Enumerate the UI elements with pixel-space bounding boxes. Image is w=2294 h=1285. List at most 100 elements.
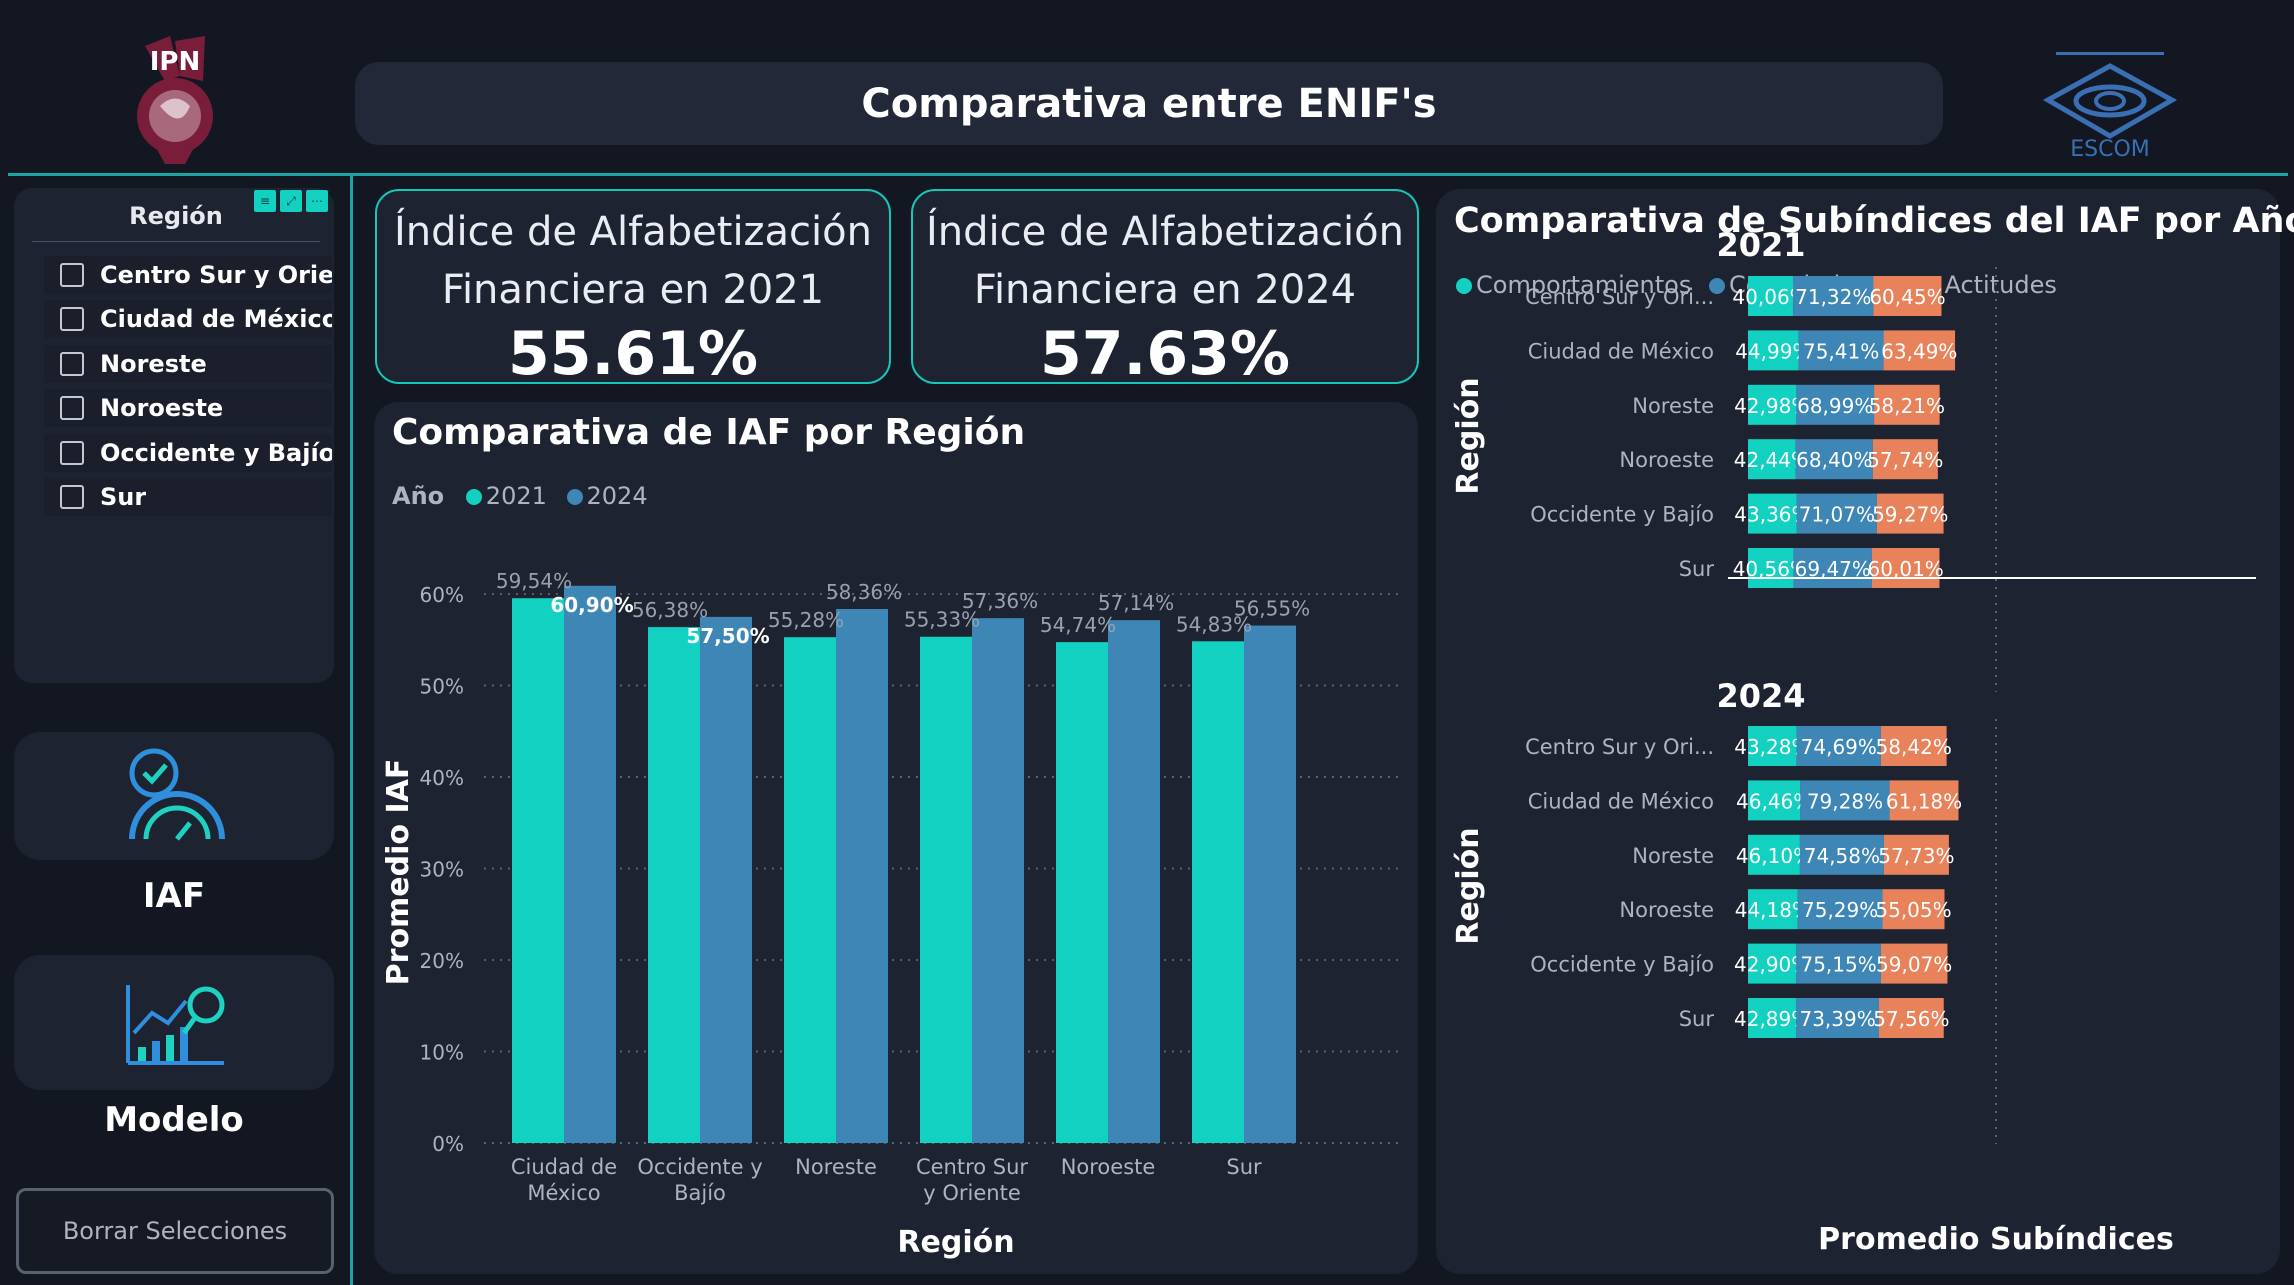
stack-segment-comportamientos[interactable] bbox=[1748, 998, 1797, 1038]
stack-segment-conocimientos[interactable] bbox=[1793, 276, 1874, 316]
checkbox[interactable] bbox=[60, 263, 84, 287]
stack-segment-comportamientos[interactable] bbox=[1748, 384, 1797, 425]
stack-segment-comportamientos[interactable] bbox=[1748, 548, 1794, 588]
ipn-logo-text: IPN bbox=[150, 47, 201, 77]
y-tick-label: Occidente y Bajío bbox=[1530, 503, 1714, 527]
panel-year-label: 2024 bbox=[1716, 677, 1805, 715]
slicer-item-label: Sur bbox=[100, 483, 147, 511]
slicer-item-cdmx[interactable]: Ciudad de México bbox=[44, 300, 332, 338]
subindex-chart-panel: Comparativa de Subíndices del IAF por Añ… bbox=[1436, 189, 2294, 1274]
y-tick-label: Occidente y Bajío bbox=[1530, 953, 1714, 977]
escom-logo: ESCOM bbox=[2036, 44, 2184, 162]
bar-2024[interactable] bbox=[836, 609, 888, 1143]
stack-segment-conocimientos[interactable] bbox=[1796, 384, 1875, 425]
stack-segment-actitudes[interactable] bbox=[1871, 548, 1940, 588]
legend-dot bbox=[1708, 278, 1725, 294]
slicer-item-occidente[interactable]: Occidente y Bajío bbox=[44, 434, 332, 472]
stack-segment-conocimientos[interactable] bbox=[1799, 834, 1884, 875]
stack-segment-conocimientos[interactable] bbox=[1796, 726, 1881, 766]
nav-iaf-button[interactable] bbox=[14, 732, 334, 860]
stack-segment-actitudes[interactable] bbox=[1874, 384, 1940, 425]
stack-segment-comportamientos[interactable] bbox=[1748, 439, 1796, 480]
nav-iaf-label: IAF bbox=[142, 876, 206, 916]
stack-segment-conocimientos[interactable] bbox=[1796, 998, 1879, 1038]
region-slicer[interactable]: ≡ ⤢ ⋯ Región Centro Sur y Orien... Ciuda… bbox=[14, 188, 334, 683]
nav-modelo-button[interactable] bbox=[14, 955, 334, 1090]
bar-chart-legend: Año 2021 2024 bbox=[392, 482, 648, 510]
stack-segment-comportamientos[interactable] bbox=[1748, 276, 1794, 316]
legend-label: 2021 bbox=[485, 482, 547, 510]
stack-segment-actitudes[interactable] bbox=[1880, 943, 1948, 984]
clear-selections-button[interactable]: Borrar Selecciones bbox=[16, 1188, 334, 1274]
filter-icon[interactable]: ≡ bbox=[254, 190, 276, 212]
stack-segment-comportamientos[interactable] bbox=[1748, 726, 1797, 766]
checkbox[interactable] bbox=[60, 307, 84, 331]
y-tick-label: 30% bbox=[420, 858, 464, 882]
more-options-icon[interactable]: ⋯ bbox=[306, 190, 328, 212]
focus-mode-icon[interactable]: ⤢ bbox=[280, 190, 302, 212]
stack-segment-conocimientos[interactable] bbox=[1798, 330, 1884, 371]
stack-segment-comportamientos[interactable] bbox=[1748, 780, 1801, 821]
data-label: 46,10% bbox=[1736, 844, 1812, 868]
slicer-item-noreste[interactable]: Noreste bbox=[44, 345, 332, 383]
data-label-2024: 56,55% bbox=[1234, 597, 1310, 621]
stack-segment-actitudes[interactable] bbox=[1876, 493, 1944, 534]
legend-item-2024[interactable]: 2024 bbox=[566, 482, 648, 510]
data-label-2021: 54,74% bbox=[1040, 613, 1116, 637]
stack-segment-comportamientos[interactable] bbox=[1748, 330, 1799, 371]
bar-2021[interactable] bbox=[512, 598, 564, 1143]
stack-segment-comportamientos[interactable] bbox=[1748, 493, 1797, 534]
bar-2021[interactable] bbox=[1056, 642, 1108, 1143]
x-tick-label: Centro Sur y Oriente bbox=[916, 1155, 1028, 1205]
stack-segment-actitudes[interactable] bbox=[1873, 276, 1942, 316]
checkbox[interactable] bbox=[60, 396, 84, 420]
bar-2024[interactable] bbox=[564, 585, 616, 1143]
stack-segment-comportamientos[interactable] bbox=[1748, 834, 1800, 875]
stack-segment-actitudes[interactable] bbox=[1872, 439, 1938, 480]
bar-2021[interactable] bbox=[784, 637, 836, 1143]
bar-2021[interactable] bbox=[648, 627, 700, 1143]
bar-2024[interactable] bbox=[972, 618, 1024, 1143]
stack-segment-conocimientos[interactable] bbox=[1793, 548, 1872, 588]
slicer-item-sur[interactable]: Sur bbox=[44, 478, 332, 516]
data-label: 60,45% bbox=[1869, 285, 1945, 309]
legend-item-comportamientos[interactable]: Comportamientos bbox=[1456, 271, 1691, 299]
data-label-2021: 55,28% bbox=[768, 608, 844, 632]
stack-segment-actitudes[interactable] bbox=[1878, 998, 1944, 1038]
slicer-item-noroeste[interactable]: Noroeste bbox=[44, 389, 332, 427]
legend-item-2021[interactable]: 2021 bbox=[465, 482, 547, 510]
slicer-item-centro-sur[interactable]: Centro Sur y Orien... bbox=[44, 256, 332, 294]
slicer-item-label: Ciudad de México bbox=[100, 305, 332, 333]
stack-segment-actitudes[interactable] bbox=[1889, 780, 1959, 821]
kpi-line2: Financiera en 2024 bbox=[973, 267, 1357, 313]
stack-segment-conocimientos[interactable] bbox=[1796, 493, 1877, 534]
y-tick-label: Noroeste bbox=[1619, 448, 1714, 472]
stack-segment-actitudes[interactable] bbox=[1882, 889, 1945, 930]
data-label: 79,28% bbox=[1807, 789, 1883, 813]
stack-segment-comportamientos[interactable] bbox=[1748, 889, 1798, 930]
bar-2024[interactable] bbox=[1108, 620, 1160, 1143]
slicer-item-label: Noreste bbox=[100, 350, 207, 378]
stack-segment-conocimientos[interactable] bbox=[1800, 780, 1890, 821]
checkbox[interactable] bbox=[60, 485, 84, 509]
bar-2021[interactable] bbox=[1192, 641, 1244, 1143]
bar-2024[interactable] bbox=[700, 616, 752, 1143]
bar-2024[interactable] bbox=[1244, 625, 1296, 1143]
checkbox[interactable] bbox=[60, 352, 84, 376]
stack-segment-conocimientos[interactable] bbox=[1797, 889, 1883, 930]
stack-segment-actitudes[interactable] bbox=[1880, 726, 1947, 766]
bar-2021[interactable] bbox=[920, 636, 972, 1143]
panel-year-label: 2021 bbox=[1716, 226, 1805, 264]
data-label: 57,74% bbox=[1867, 448, 1943, 472]
stack-segment-comportamientos[interactable] bbox=[1748, 943, 1797, 984]
y-tick-label: 50% bbox=[420, 675, 464, 699]
slicer-toolbar[interactable]: ≡ ⤢ ⋯ bbox=[254, 190, 328, 212]
y-tick-label: Sur bbox=[1679, 557, 1715, 581]
x-tick-label: Noroeste bbox=[1061, 1155, 1156, 1179]
kpi-card-2021: Índice de Alfabetización Financiera en 2… bbox=[375, 189, 891, 389]
checkbox[interactable] bbox=[60, 441, 84, 465]
stack-segment-conocimientos[interactable] bbox=[1795, 439, 1873, 480]
stack-segment-actitudes[interactable] bbox=[1883, 834, 1949, 875]
stack-segment-conocimientos[interactable] bbox=[1796, 943, 1881, 984]
stack-segment-actitudes[interactable] bbox=[1883, 330, 1956, 371]
